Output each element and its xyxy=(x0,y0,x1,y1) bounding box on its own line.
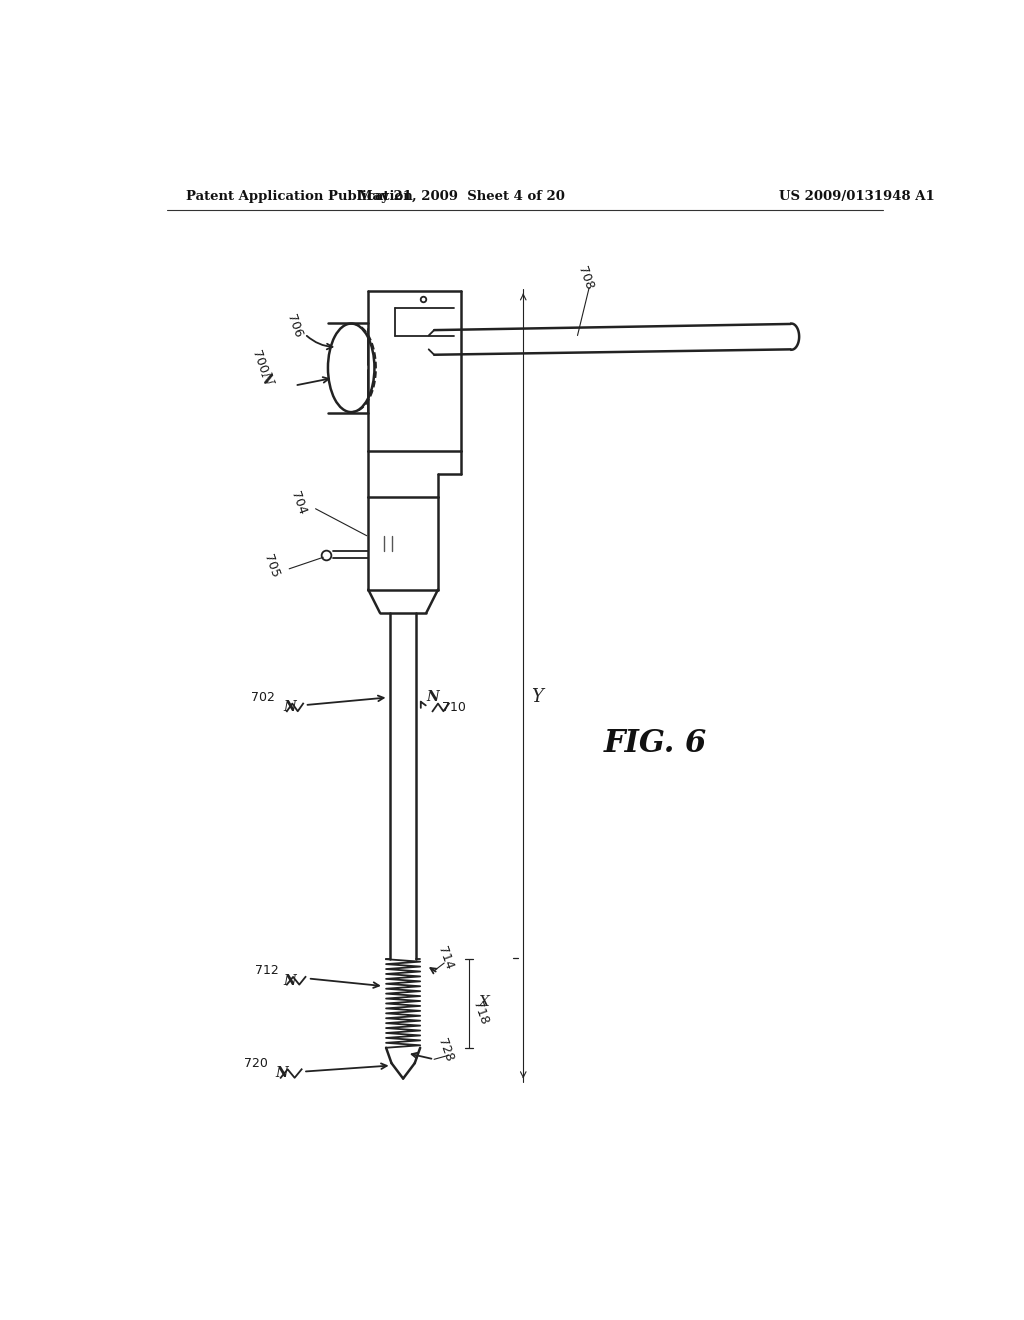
Text: FIG. 6: FIG. 6 xyxy=(603,729,707,759)
Text: N: N xyxy=(257,370,274,387)
Text: 705: 705 xyxy=(261,553,282,579)
Text: 710: 710 xyxy=(442,701,466,714)
Text: 728: 728 xyxy=(435,1036,456,1064)
Text: US 2009/0131948 A1: US 2009/0131948 A1 xyxy=(779,190,935,202)
Text: 720: 720 xyxy=(244,1056,267,1069)
Text: Y: Y xyxy=(531,689,543,706)
Text: N: N xyxy=(283,701,296,714)
Text: 704: 704 xyxy=(289,490,308,517)
Text: 718: 718 xyxy=(470,999,490,1027)
Text: May 21, 2009  Sheet 4 of 20: May 21, 2009 Sheet 4 of 20 xyxy=(357,190,564,202)
Text: N: N xyxy=(275,1067,288,1080)
Text: 708: 708 xyxy=(575,264,596,292)
Text: 706: 706 xyxy=(285,313,305,339)
Text: 712: 712 xyxy=(255,964,280,977)
Text: N: N xyxy=(426,690,439,705)
Text: N: N xyxy=(283,974,296,987)
Text: 714: 714 xyxy=(435,944,456,972)
Text: 702: 702 xyxy=(251,690,275,704)
Text: X: X xyxy=(479,994,489,1008)
Text: 700: 700 xyxy=(250,348,270,376)
Text: Patent Application Publication: Patent Application Publication xyxy=(186,190,413,202)
